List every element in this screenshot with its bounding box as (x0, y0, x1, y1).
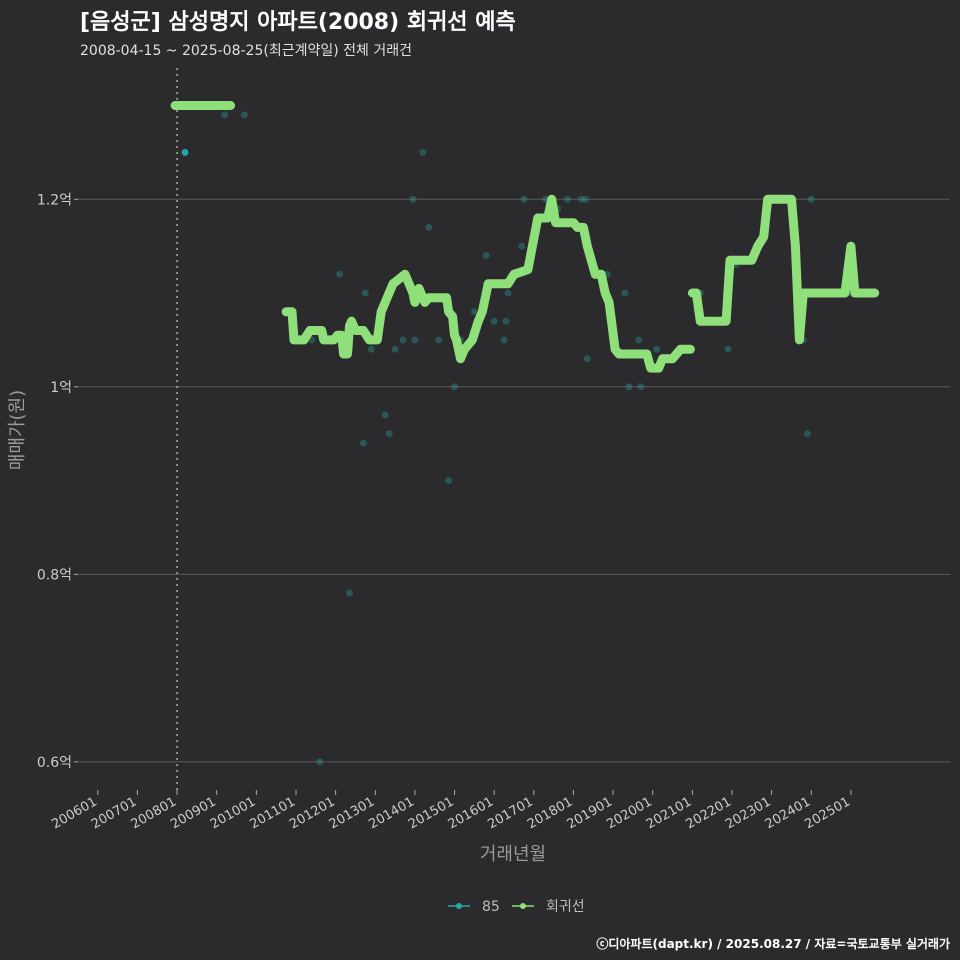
scatter-point (381, 411, 389, 419)
scatter-point (419, 148, 427, 156)
scatter-point (361, 289, 369, 297)
scatter-point (504, 289, 512, 297)
scatter-point (451, 383, 459, 391)
scatter-point (637, 383, 645, 391)
scatter-point (336, 270, 344, 278)
source-credit: ⓒ디아파트(dapt.kr) / 2025.08.27 / 자료=국토교통부 실… (596, 937, 950, 951)
scatter-point (391, 345, 399, 353)
scatter-point (316, 758, 324, 766)
legend-label: 회귀선 (546, 899, 585, 915)
scatter-point (807, 195, 815, 203)
scatter-point (803, 430, 811, 438)
legend-swatch-point (520, 903, 526, 909)
scatter-point (409, 195, 417, 203)
grid-lines (78, 198, 950, 763)
scatter-point (346, 589, 354, 597)
scatter-point (470, 308, 478, 316)
regression-line (170, 101, 880, 373)
scatter-point (411, 336, 419, 344)
y-tick-label: 1억 (50, 380, 72, 396)
scatter-point (520, 195, 528, 203)
y-axis-title: 매매가(원) (7, 390, 28, 470)
y-tick-label: 1.2억 (37, 192, 72, 208)
scatter-point (577, 195, 585, 203)
scatter-point (181, 148, 189, 156)
scatter-point (564, 195, 572, 203)
x-tick-label: 202501 (802, 794, 852, 832)
chart-subtitle: 2008-04-15 ~ 2025-08-25(최근계약일) 전체 거래건 (80, 43, 412, 59)
scatter-point (482, 252, 490, 260)
scatter-series-85 (181, 111, 855, 766)
scatter-point (500, 336, 508, 344)
y-tick-label: 0.8억 (37, 567, 72, 583)
y-tick-label: 0.6억 (37, 755, 72, 771)
scatter-point (445, 477, 453, 485)
scatter-point (221, 111, 229, 119)
scatter-point (625, 383, 633, 391)
scatter-point (583, 355, 591, 363)
legend-swatch-point (456, 903, 462, 909)
scatter-point (435, 336, 443, 344)
scatter-point (635, 336, 643, 344)
scatter-point (385, 430, 393, 438)
scatter-point (621, 289, 629, 297)
legend-label: 85 (482, 899, 500, 915)
scatter-point (724, 345, 732, 353)
x-axis-ticks: 2006012007012008012009012010012011012012… (49, 790, 853, 832)
scatter-point (425, 223, 433, 231)
scatter-point (653, 345, 661, 353)
x-axis-title: 거래년월 (480, 844, 546, 865)
scatter-point (490, 317, 498, 325)
y-axis-ticks: 0.6억 0.8억 1억 1.2억 (37, 192, 78, 771)
regression-segment (687, 194, 880, 345)
scatter-point (518, 242, 526, 250)
regression-segment (281, 194, 695, 373)
scatter-point (359, 439, 367, 447)
scatter-point (240, 111, 248, 119)
scatter-point (367, 345, 375, 353)
scatter-point (502, 317, 510, 325)
scatter-point (399, 336, 407, 344)
scatter-point (581, 195, 589, 203)
chart-title: [음성군] 삼성명지 아파트(2008) 회귀선 예측 (80, 10, 516, 35)
legend: 85 회귀선 (448, 899, 585, 915)
